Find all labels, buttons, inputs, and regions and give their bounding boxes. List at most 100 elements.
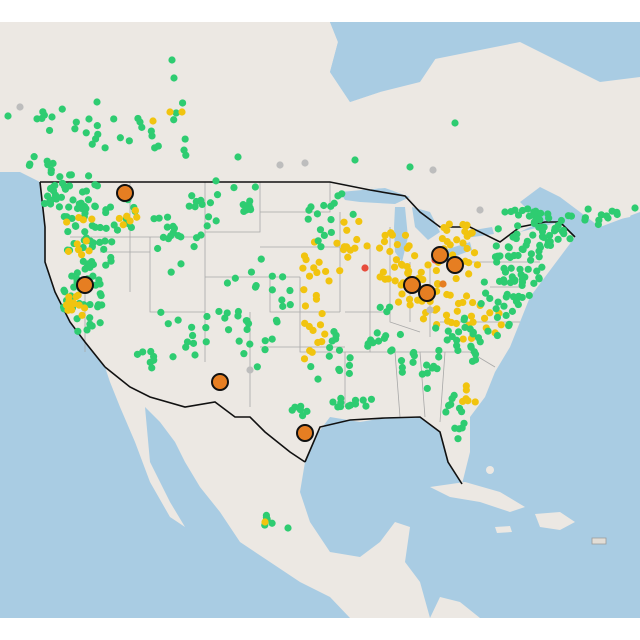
aqi-marker-good[interactable]: [246, 205, 255, 214]
aqi-marker-good[interactable]: [527, 256, 535, 264]
aqi-marker-moderate[interactable]: [63, 218, 71, 226]
aqi-marker-moderate[interactable]: [465, 270, 473, 278]
aqi-marker-moderate[interactable]: [404, 269, 412, 278]
aqi-marker-good[interactable]: [581, 216, 589, 224]
aqi-marker-moderate[interactable]: [115, 214, 123, 223]
aqi-marker-good[interactable]: [64, 227, 72, 236]
aqi-marker-moderate[interactable]: [392, 256, 401, 264]
aqi-marker-moderate[interactable]: [445, 220, 453, 228]
aqi-marker-good[interactable]: [454, 328, 463, 336]
aqi-marker-good[interactable]: [47, 166, 55, 174]
aqi-marker-good[interactable]: [170, 116, 178, 124]
aqi-marker-good[interactable]: [239, 201, 247, 209]
aqi-marker-moderate[interactable]: [322, 267, 330, 276]
aqi-marker-good[interactable]: [167, 268, 175, 276]
aqi-marker-good[interactable]: [409, 358, 417, 366]
aqi-marker-good[interactable]: [505, 244, 513, 252]
aqi-marker-moderate[interactable]: [316, 321, 325, 329]
aqi-marker-good[interactable]: [190, 243, 198, 251]
aqi-marker-moderate[interactable]: [459, 239, 467, 247]
aqi-marker-good[interactable]: [85, 115, 93, 123]
aqi-marker-good[interactable]: [418, 370, 426, 378]
aqi-marker-good[interactable]: [486, 294, 494, 303]
aqi-marker-good[interactable]: [170, 224, 178, 232]
aqi-marker-good[interactable]: [278, 296, 286, 304]
aqi-marker-good[interactable]: [422, 361, 431, 369]
aqi-marker-good[interactable]: [213, 191, 222, 199]
aqi-marker-good[interactable]: [177, 233, 185, 241]
aqi-marker-good[interactable]: [432, 324, 440, 332]
aqi-marker-good[interactable]: [325, 352, 333, 360]
aqi-marker-good[interactable]: [364, 340, 372, 348]
aqi-marker-good[interactable]: [493, 313, 502, 321]
aqi-marker-good[interactable]: [148, 364, 156, 372]
aqi-marker-good[interactable]: [189, 339, 198, 347]
aqi-marker-good[interactable]: [82, 129, 90, 137]
aqi-marker-moderate[interactable]: [443, 290, 451, 299]
aqi-marker-good[interactable]: [147, 127, 155, 135]
aqi-marker-moderate[interactable]: [353, 235, 361, 244]
aqi-marker-good[interactable]: [286, 301, 294, 309]
aqi-marker-good[interactable]: [631, 204, 639, 212]
aqi-marker-good[interactable]: [86, 300, 94, 309]
map-view[interactable]: [0, 22, 640, 618]
aqi-marker-good[interactable]: [101, 144, 109, 152]
aqi-marker-good[interactable]: [151, 144, 159, 152]
aqi-marker-good[interactable]: [286, 286, 294, 295]
aqi-marker-unhealthy-sensitive[interactable]: [439, 280, 447, 288]
aqi-marker-moderate[interactable]: [65, 293, 73, 301]
aqi-marker-good[interactable]: [164, 320, 172, 328]
aqi-marker-good[interactable]: [106, 203, 115, 211]
aqi-marker-good[interactable]: [435, 346, 443, 355]
aqi-marker-good[interactable]: [455, 404, 464, 412]
aqi-marker-moderate[interactable]: [462, 386, 470, 394]
aqi-marker-good[interactable]: [102, 261, 110, 269]
aqi-marker-moderate[interactable]: [318, 309, 326, 318]
aqi-marker-good[interactable]: [530, 279, 538, 287]
aqi-marker-moderate[interactable]: [471, 398, 479, 406]
aqi-marker-good[interactable]: [235, 337, 243, 345]
aqi-marker-moderate[interactable]: [432, 266, 440, 275]
aqi-marker-moderate[interactable]: [375, 244, 384, 252]
aqi-marker-moderate[interactable]: [72, 292, 80, 301]
aqi-marker-good[interactable]: [230, 184, 238, 192]
aqi-marker-moderate[interactable]: [459, 335, 467, 343]
aqi-marker-good[interactable]: [567, 212, 576, 220]
aqi-marker-good[interactable]: [243, 317, 251, 325]
aqi-marker-good[interactable]: [234, 153, 242, 161]
aqi-marker-moderate[interactable]: [480, 314, 489, 322]
aqi-marker-highlighted[interactable]: [403, 276, 421, 294]
aqi-marker-good[interactable]: [202, 338, 210, 346]
aqi-marker-moderate[interactable]: [300, 355, 309, 363]
aqi-marker-good[interactable]: [268, 286, 276, 294]
aqi-marker-good[interactable]: [316, 226, 325, 234]
aqi-marker-good[interactable]: [359, 396, 367, 404]
aqi-marker-highlighted[interactable]: [418, 284, 436, 302]
aqi-marker-moderate[interactable]: [424, 261, 432, 269]
aqi-marker-moderate[interactable]: [78, 311, 86, 319]
aqi-marker-good[interactable]: [163, 213, 172, 221]
aqi-marker-good[interactable]: [108, 238, 116, 246]
aqi-marker-moderate[interactable]: [321, 330, 329, 338]
aqi-marker-moderate[interactable]: [406, 301, 414, 309]
aqi-marker-good[interactable]: [327, 202, 335, 210]
aqi-marker-good[interactable]: [514, 222, 522, 230]
aqi-marker-good[interactable]: [508, 307, 517, 315]
aqi-marker-moderate[interactable]: [454, 299, 463, 308]
aqi-marker-moderate[interactable]: [333, 239, 341, 247]
aqi-marker-good[interactable]: [116, 134, 124, 142]
aqi-marker-good[interactable]: [540, 233, 548, 242]
aqi-marker-good[interactable]: [305, 206, 313, 214]
aqi-marker-good[interactable]: [268, 335, 276, 343]
aqi-marker-good[interactable]: [206, 199, 215, 207]
aqi-marker-good[interactable]: [268, 519, 276, 527]
aqi-marker-good[interactable]: [91, 181, 99, 189]
aqi-marker-good[interactable]: [96, 319, 104, 327]
aqi-marker-good[interactable]: [39, 108, 47, 116]
aqi-marker-good[interactable]: [494, 298, 502, 306]
aqi-marker-good[interactable]: [453, 342, 461, 350]
aqi-marker-moderate[interactable]: [88, 215, 96, 223]
aqi-marker-highlighted[interactable]: [446, 256, 464, 274]
aqi-marker-good[interactable]: [94, 301, 102, 309]
aqi-marker-good[interactable]: [45, 126, 54, 135]
